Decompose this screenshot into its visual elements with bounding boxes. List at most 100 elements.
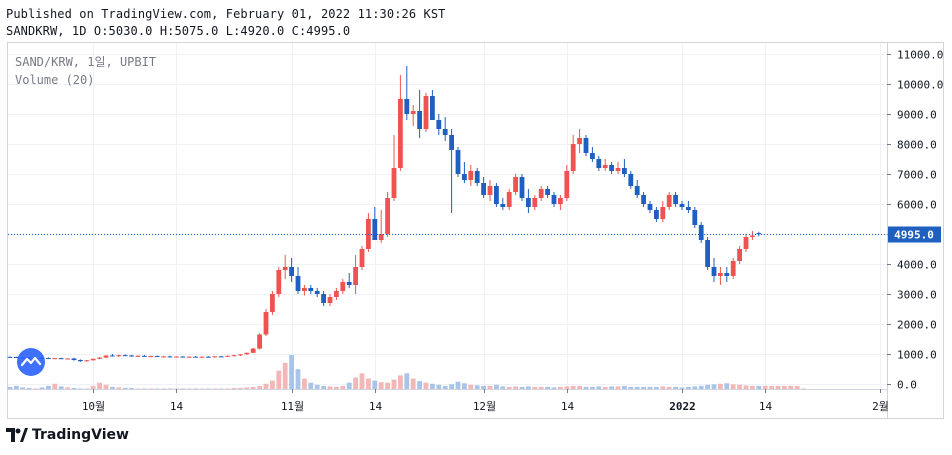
volume-bar (186, 388, 192, 389)
x-tick-label: 12월 (473, 400, 496, 413)
volume-bar (90, 385, 96, 389)
candle (423, 93, 429, 132)
volume-bar (122, 387, 128, 389)
candle (481, 177, 486, 198)
volume-bar (7, 386, 13, 389)
candle-body (583, 138, 589, 153)
volume-bar (494, 384, 499, 389)
candle (340, 279, 346, 294)
candle-body (321, 294, 326, 303)
candle (634, 180, 640, 198)
y-tick-label: 10000.0 (897, 79, 943, 92)
volume-bar (583, 386, 589, 389)
candle-body (231, 355, 237, 357)
time-axis-labels: 10월 14 11월 14 12월 14 2022 14 2월 (82, 389, 889, 413)
grid-lines (8, 43, 887, 389)
volume-bar (78, 388, 83, 389)
volume-bar (462, 383, 467, 389)
candle-body (276, 270, 282, 294)
candle (641, 192, 646, 207)
tradingview-cloud-icon[interactable] (17, 348, 45, 376)
volume-bar (270, 380, 275, 389)
candle-body (538, 189, 544, 198)
volume-bar (686, 386, 691, 389)
candle (602, 159, 608, 171)
candle-body (436, 120, 442, 129)
candle-body (737, 249, 742, 261)
candle (257, 333, 262, 350)
candle (724, 267, 730, 282)
volume-bar (737, 384, 742, 389)
candle (378, 210, 384, 243)
volume-bar (794, 385, 800, 389)
candle-body (65, 358, 70, 360)
candle (122, 354, 128, 357)
volume-bar (718, 383, 723, 389)
candle (314, 288, 320, 297)
candle-body (487, 186, 493, 195)
candle-body (442, 129, 448, 135)
candlesticks (7, 66, 762, 362)
candle-body (346, 282, 352, 285)
candle (686, 201, 691, 213)
candle (148, 355, 154, 358)
candle (212, 356, 218, 358)
candle (225, 355, 230, 357)
volume-bar (366, 378, 371, 389)
candle-body (468, 171, 474, 180)
candle-body (46, 358, 51, 360)
plot-area[interactable] (7, 42, 888, 390)
candle-body (199, 356, 205, 358)
volume-bar (142, 388, 147, 389)
candle-body (244, 352, 250, 355)
volume-bar (519, 386, 525, 389)
tradingview-logo[interactable]: TradingView (6, 427, 129, 443)
volume-bar (225, 388, 230, 389)
candle (647, 201, 653, 213)
candle-body (430, 96, 435, 120)
volume-bar (161, 388, 166, 389)
candle-body (724, 273, 730, 276)
candle-body (673, 195, 678, 204)
candle (692, 207, 698, 228)
candle (110, 354, 115, 357)
volume-bar (84, 388, 90, 389)
volume-bar (65, 387, 70, 389)
time-axis-area[interactable] (7, 389, 888, 419)
volume-bar (698, 385, 704, 389)
volume-bar (474, 385, 480, 389)
candle-body (449, 135, 454, 150)
candle (660, 201, 666, 222)
candle (654, 207, 659, 222)
candle-body (238, 354, 243, 356)
candle-body (327, 297, 333, 303)
volume-bar (679, 387, 685, 389)
candle-body (634, 186, 640, 195)
x-tick-label: 14 (369, 400, 383, 413)
legend-symbol: SAND/KRW, 1일, UPBIT (15, 55, 156, 69)
candle (583, 135, 589, 156)
candle (90, 358, 96, 361)
volume-bar (660, 386, 666, 389)
volume-bar (378, 382, 384, 389)
candle-body (519, 177, 525, 198)
volume-bar (724, 383, 730, 389)
candle-body (398, 99, 403, 168)
candle-body (78, 360, 83, 362)
volume-bar (263, 383, 269, 389)
candle-body (564, 171, 570, 198)
volume-bar (33, 388, 38, 389)
volume-bar (404, 373, 410, 389)
price-axis-labels: 0.01000.02000.03000.04000.05000.06000.07… (887, 49, 943, 392)
candle (500, 198, 506, 210)
price-axis-area[interactable] (887, 42, 944, 419)
candle-body (122, 355, 128, 357)
candle-body (410, 111, 416, 114)
candle (129, 354, 134, 357)
candle-body (103, 355, 109, 358)
volume-bar (609, 386, 614, 389)
tradingview-logo-icon (6, 428, 28, 442)
candle (430, 90, 435, 120)
candle (417, 90, 422, 138)
